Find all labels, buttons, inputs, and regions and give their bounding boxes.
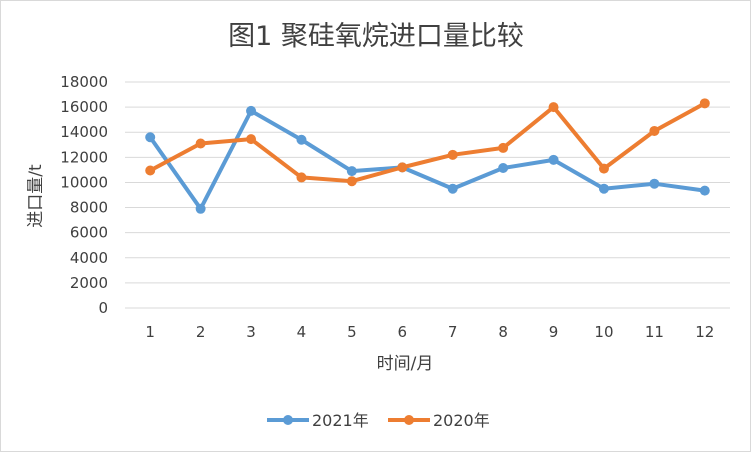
legend-label: 2021年 xyxy=(312,411,369,430)
data-point xyxy=(346,166,357,177)
data-point xyxy=(246,105,257,116)
data-point xyxy=(447,183,458,194)
legend-label: 2020年 xyxy=(433,411,490,430)
data-point xyxy=(246,134,257,145)
y-tick-label: 16000 xyxy=(60,98,108,116)
data-point xyxy=(397,162,408,173)
data-point xyxy=(195,138,206,149)
data-point xyxy=(346,176,357,187)
x-tick-label: 7 xyxy=(448,323,458,341)
y-tick-label: 14000 xyxy=(60,123,108,141)
legend-item: 2021年 xyxy=(267,411,369,430)
x-tick-label: 10 xyxy=(594,323,613,341)
data-point xyxy=(498,163,509,174)
series-line xyxy=(148,108,707,211)
x-tick-label: 6 xyxy=(398,323,408,341)
legend: 2021年 2020年 xyxy=(267,411,490,430)
data-point xyxy=(195,203,206,214)
data-point xyxy=(548,154,559,165)
legend-marker xyxy=(283,415,293,425)
legend-marker xyxy=(404,415,414,425)
data-point xyxy=(699,185,710,196)
x-tick-label: 1 xyxy=(145,323,155,341)
y-tick-label: 18000 xyxy=(60,73,108,91)
data-point xyxy=(145,132,156,143)
data-point xyxy=(296,134,307,145)
chart-title: 图1 聚硅氧烷进口量比较 xyxy=(228,21,524,52)
series-2 xyxy=(145,98,710,187)
data-point xyxy=(598,183,609,194)
data-point xyxy=(145,165,156,176)
data-point xyxy=(649,178,660,189)
y-tick-label: 0 xyxy=(98,299,108,317)
y-tick-label: 4000 xyxy=(70,249,108,267)
data-point xyxy=(548,102,559,113)
y-tick-label: 10000 xyxy=(60,173,108,191)
y-tick-label: 12000 xyxy=(60,148,108,166)
data-point xyxy=(498,142,509,153)
x-axis-ticks: 1 2 3 4 5 6 7 8 9 10 11 12 xyxy=(145,323,714,341)
x-tick-label: 8 xyxy=(498,323,508,341)
data-series xyxy=(145,98,710,214)
gridlines xyxy=(125,81,730,309)
series-line xyxy=(148,101,707,184)
y-tick-label: 2000 xyxy=(70,274,108,292)
x-axis-title: 时间/月 xyxy=(377,354,434,374)
data-point xyxy=(296,172,307,183)
data-point xyxy=(447,149,458,160)
x-tick-label: 9 xyxy=(549,323,559,341)
x-tick-label: 2 xyxy=(196,323,206,341)
y-tick-label: 6000 xyxy=(70,224,108,242)
data-point xyxy=(649,125,660,136)
x-tick-label: 4 xyxy=(297,323,307,341)
y-axis-title: 进口量/t xyxy=(26,164,46,228)
legend-item: 2020年 xyxy=(388,411,490,430)
y-axis-ticks: 0 2000 4000 6000 8000 10000 12000 14000 16000 180… xyxy=(60,73,108,317)
data-point xyxy=(598,163,609,174)
x-tick-label: 5 xyxy=(347,323,357,341)
data-point xyxy=(699,98,710,109)
y-tick-label: 8000 xyxy=(70,199,108,217)
x-tick-label: 3 xyxy=(246,323,256,341)
x-tick-label: 11 xyxy=(645,323,664,341)
x-tick-label: 12 xyxy=(695,323,714,341)
